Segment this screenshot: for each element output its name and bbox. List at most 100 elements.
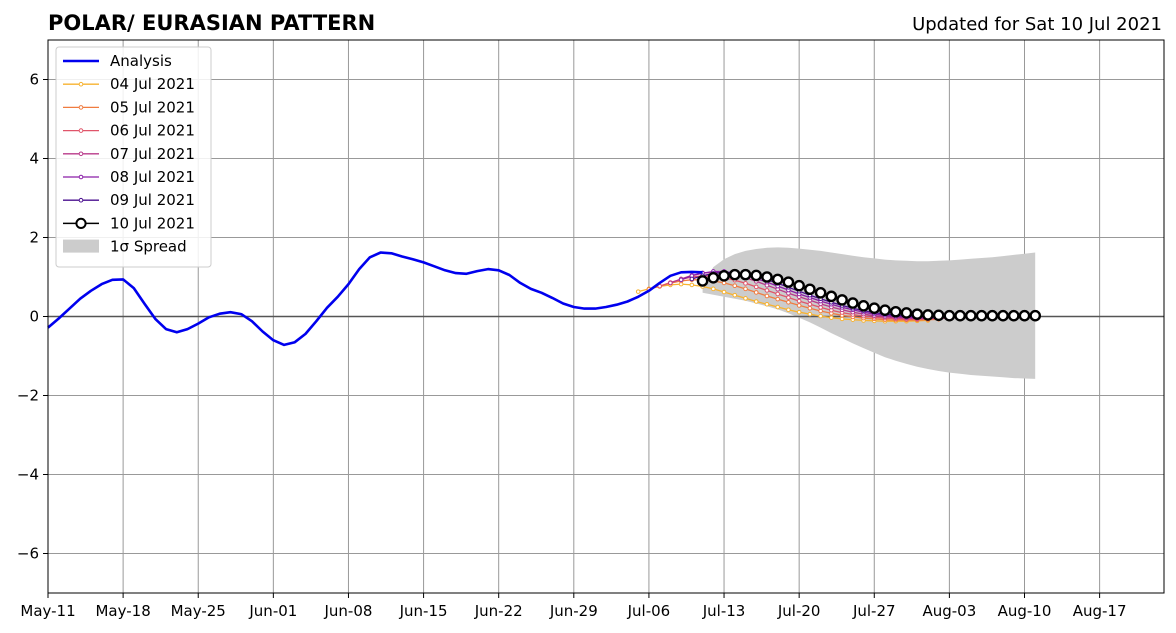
forecast-point xyxy=(818,313,823,319)
forecast-point-large xyxy=(900,307,913,319)
forecast-point-large xyxy=(718,270,730,282)
forecast-point-large xyxy=(1007,309,1020,322)
x-tick-label: Jul-06 xyxy=(627,602,671,620)
forecast-point-large xyxy=(825,290,838,303)
forecast-point xyxy=(775,296,780,302)
forecast-point-large xyxy=(1018,309,1031,322)
forecast-point xyxy=(807,305,813,311)
forecast-point xyxy=(732,292,738,298)
x-tick-label: May-25 xyxy=(171,602,226,620)
legend-box xyxy=(55,46,212,268)
forecast-point-large xyxy=(793,279,805,292)
forecast-point xyxy=(796,303,802,308)
forecast-point xyxy=(668,280,673,286)
forecast-point xyxy=(721,289,727,295)
legend-swatch-spread xyxy=(63,239,99,253)
y-tick-label: 4 xyxy=(29,150,39,168)
legend-swatch-marker xyxy=(78,128,84,133)
forecast-point-large xyxy=(922,309,934,321)
forecast-point-large xyxy=(771,273,784,286)
legend-label: 08 Jul 2021 xyxy=(110,168,195,186)
x-tick-label: Jul-20 xyxy=(777,602,821,620)
legend-swatch-marker xyxy=(78,174,84,180)
forecast-point xyxy=(753,290,759,295)
legend-label: 06 Jul 2021 xyxy=(110,122,195,140)
forecast-point-large xyxy=(707,271,720,284)
forecast-point-large xyxy=(879,304,891,316)
y-tick-label: −6 xyxy=(17,545,39,563)
forecast-point-large xyxy=(857,300,870,312)
forecast-point xyxy=(786,295,791,300)
forecast-point xyxy=(786,299,791,305)
forecast-point-large xyxy=(782,276,795,288)
forecast-point xyxy=(689,282,695,288)
x-tick-label: Jun-01 xyxy=(248,602,297,620)
forecast-point-large xyxy=(975,309,988,322)
forecast-point xyxy=(775,304,780,310)
forecast-line-0 xyxy=(638,283,928,322)
legend-swatch-marker xyxy=(78,105,84,110)
forecast-point xyxy=(743,281,748,286)
markers-group xyxy=(696,268,1042,322)
x-tick-label: Jun-08 xyxy=(323,602,372,620)
y-tick-label: 2 xyxy=(29,229,39,247)
forecast-point xyxy=(764,301,770,307)
forecast-point xyxy=(721,280,727,286)
forecast-point-large xyxy=(739,268,752,281)
forecast-point-large xyxy=(889,305,902,318)
forecast-point xyxy=(743,296,748,301)
forecast-point xyxy=(753,299,759,304)
legend-label: Analysis xyxy=(110,52,172,70)
forecast-point-large xyxy=(943,309,956,322)
legend-label: 10 Jul 2021 xyxy=(110,214,195,232)
y-tick-label: 0 xyxy=(29,308,39,326)
legend-label: 05 Jul 2021 xyxy=(110,98,195,116)
forecast-point-large xyxy=(1029,309,1042,322)
x-tick-label: Jul-27 xyxy=(852,602,896,620)
x-tick-label: Jun-15 xyxy=(399,602,448,620)
forecast-point-large xyxy=(911,308,923,320)
forecast-point-large xyxy=(761,271,773,283)
forecast-point xyxy=(678,277,684,283)
forecast-point-large xyxy=(804,283,816,296)
y-tick-label: −4 xyxy=(17,466,39,484)
x-tick-label: Jul-13 xyxy=(702,602,746,620)
forecast-point-large xyxy=(696,275,709,287)
legend: Analysis 04 Jul 2021 05 Jul 2021 06 Jul 202… xyxy=(55,46,212,268)
legend-label: 07 Jul 2021 xyxy=(110,145,195,163)
forecast-point-large xyxy=(814,286,827,299)
forecast-point-large xyxy=(847,297,859,309)
forecast-point xyxy=(743,286,748,292)
updated-label: Updated for Sat 10 Jul 2021 xyxy=(912,14,1162,35)
forecast-point-large xyxy=(932,309,945,322)
forecast-point xyxy=(635,289,641,294)
forecast-point xyxy=(796,298,802,304)
forecast-point xyxy=(829,315,834,320)
forecast-point-large xyxy=(750,269,763,282)
y-tick-label: 6 xyxy=(29,71,39,89)
legend-swatch-marker xyxy=(78,151,84,157)
x-tick-label: Aug-10 xyxy=(998,602,1052,620)
forecast-point-large xyxy=(986,309,999,322)
legend-label: 09 Jul 2021 xyxy=(110,191,195,209)
legend-swatch-marker xyxy=(78,81,84,87)
y-axis-ticks: 6 4 2 0 −2 −4 −6 xyxy=(17,71,48,563)
legend-label: 1σ Spread xyxy=(110,238,187,256)
y-tick-label: −2 xyxy=(17,387,39,405)
chart-title: POLAR/ EURASIAN PATTERN xyxy=(48,11,375,35)
forecast-point-large xyxy=(954,309,966,322)
forecast-point xyxy=(689,276,695,282)
legend-swatch-marker xyxy=(78,197,84,203)
x-tick-label: Jun-29 xyxy=(549,602,598,620)
forecast-point-large xyxy=(868,302,881,315)
x-tick-label: Aug-03 xyxy=(922,602,976,620)
forecast-point-large xyxy=(965,309,977,322)
forecast-point xyxy=(807,301,813,307)
analysis-line xyxy=(47,251,703,347)
forecast-point xyxy=(775,291,780,297)
x-tick-label: May-11 xyxy=(20,602,75,620)
x-tick-label: Aug-17 xyxy=(1073,602,1127,620)
x-tick-label: Jun-22 xyxy=(474,602,523,620)
forecast-point xyxy=(764,288,770,293)
